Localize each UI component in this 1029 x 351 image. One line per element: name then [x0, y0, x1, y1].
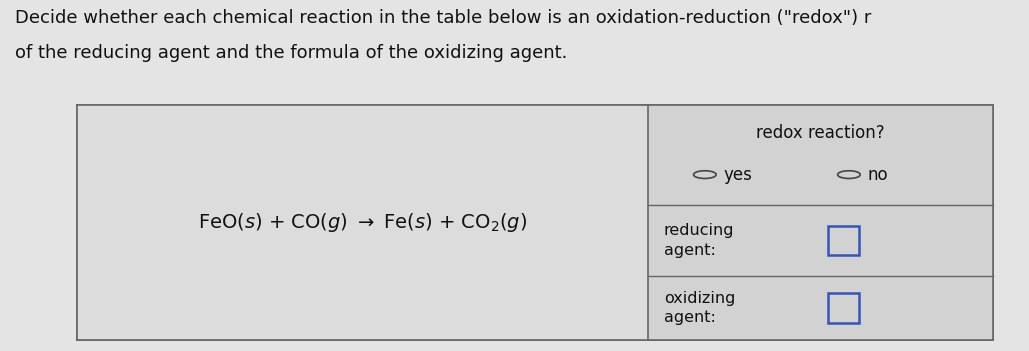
Text: redox reaction?: redox reaction? [756, 124, 885, 141]
Text: reducing
agent:: reducing agent: [664, 223, 735, 258]
Bar [828, 293, 859, 323]
Text: FeO$\mathit{(s)}$ + CO$\mathit{(g)}$ $\rightarrow$ Fe$\mathit{(s)}$ + CO$_2\math: FeO$\mathit{(s)}$ + CO$\mathit{(g)}$ $\r… [199, 211, 527, 234]
Bar [77, 105, 993, 340]
Text: oxidizing
agent:: oxidizing agent: [664, 291, 735, 325]
Bar [828, 225, 859, 256]
Bar [648, 105, 993, 340]
Bar [77, 105, 648, 340]
Text: of the reducing agent and the formula of the oxidizing agent.: of the reducing agent and the formula of… [15, 44, 568, 62]
Text: yes: yes [723, 166, 752, 184]
Text: Decide whether each chemical reaction in the table below is an oxidation-reducti: Decide whether each chemical reaction in… [15, 9, 872, 27]
Text: no: no [867, 166, 888, 184]
